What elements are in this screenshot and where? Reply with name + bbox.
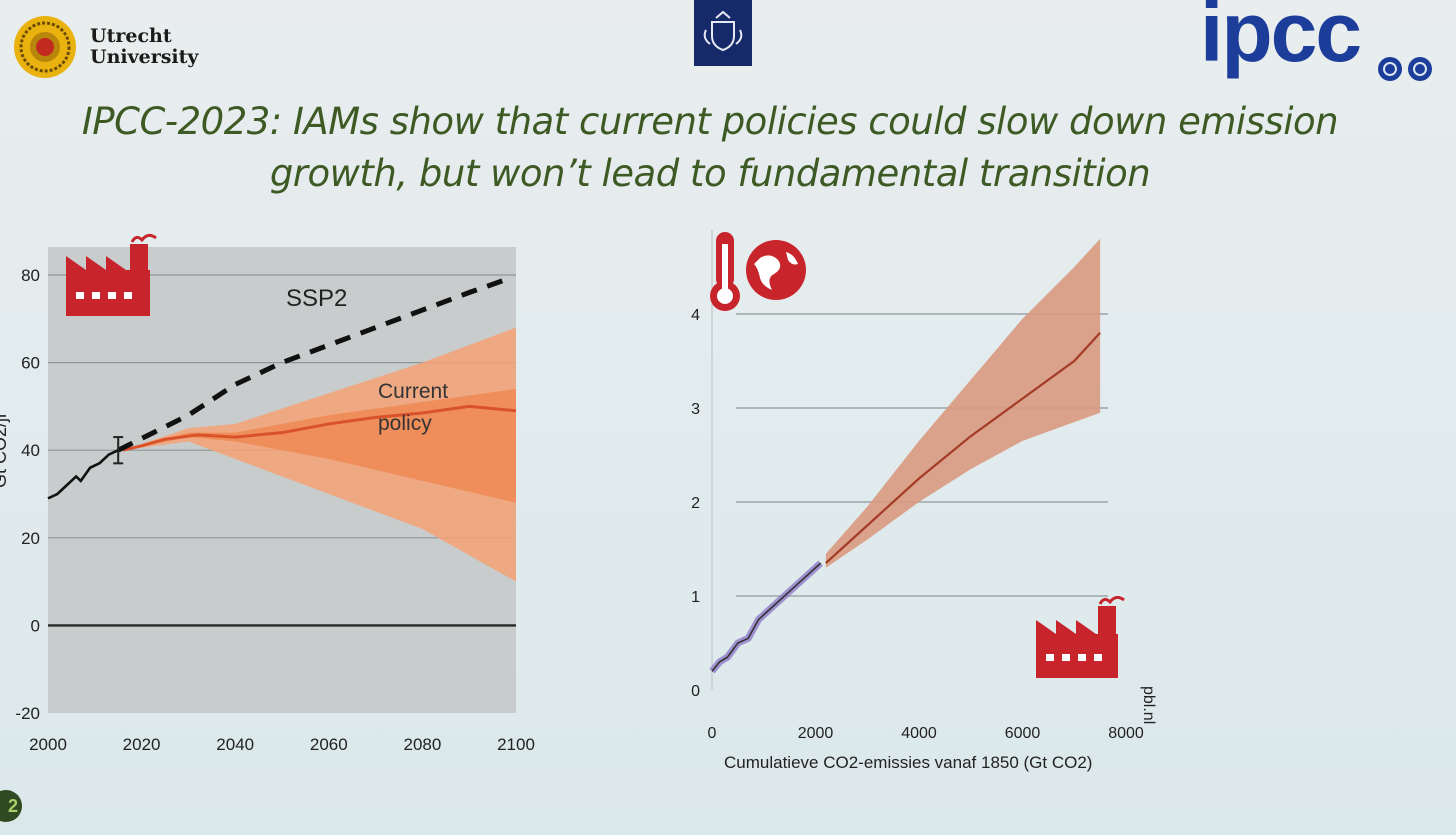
series-line-historical [47,449,119,500]
y-axis-label: Gt CO2/jr [0,412,10,488]
x-tick-label: 4000 [901,725,937,742]
y-tick-label: 2 [691,495,700,512]
source-label: pbl.nl [1140,686,1157,724]
x-tick-label: 2000 [798,725,834,742]
y-tick-label: 3 [691,401,700,418]
y-tick-label: 0 [31,616,40,635]
series-lines [709,332,1101,674]
thermometer-globe-icon [710,232,806,311]
slide-title: IPCC-2023: IAMs show that current polici… [81,100,1339,195]
x-tick-label: 2080 [403,735,441,754]
x-tick-label: 6000 [1005,725,1041,742]
band-inner [122,388,516,503]
y-tick-label: 4 [691,307,700,324]
page-number: 2 [0,790,22,822]
x-tick-label: 2100 [497,735,535,754]
tick-labels: 80 60 40 20 0 -20 2000 2020 2040 2060 2080 2100 [15,266,534,754]
ipcc-logo: ipcc [1198,0,1438,120]
y-tick-label: -20 [15,704,40,723]
tick-labels: 4 3 2 1 0 0 2000 4000 6000 8000 [691,307,1144,742]
y-tick-label: 0 [691,683,700,700]
series-label-ssp2: SSP2 [286,285,347,312]
y-tick-label: 1 [691,589,700,606]
series-line-projection [825,332,1101,564]
y-tick-label: 20 [21,529,40,548]
current-policy-label-line-2: policy [378,412,432,435]
x-tick-label: 8000 [1108,725,1144,742]
government-emblem-icon [694,0,752,66]
uncertainty-bands [122,327,516,582]
y-tick-label: 60 [21,354,40,373]
university-seal-icon [14,16,76,78]
un-badges-icon [1378,57,1432,81]
y-tick-label: 80 [21,266,40,285]
series-line-observed [711,562,822,672]
ipcc-wordmark: ipcc [1200,0,1362,79]
factory-icon [66,233,157,316]
x-tick-label: 2000 [29,735,67,754]
utrecht-university-logo: Utrecht University [12,14,222,80]
y-tick-label: 40 [21,441,40,460]
x-tick-label: 2020 [123,735,161,754]
series-label-current-policy: Current policy [378,380,454,435]
projection-plume [825,238,1101,568]
series-lines [47,277,517,500]
series-line-current-policy [122,404,517,452]
warming-chart: 4 3 2 1 0 0 2000 4000 6000 8000 Cumulatieve CO2-e… [691,230,1157,772]
university-name: Utrecht University [90,25,199,68]
factory-icon [1036,595,1125,678]
x-axis-label: Cumulatieve CO2-emissies vanaf 1850 (Gt … [724,753,1092,772]
plume [825,238,1101,568]
x-tick-label: 0 [708,725,717,742]
x-tick-label: 2040 [216,735,254,754]
emissions-chart: 80 60 40 20 0 -20 2000 2020 2040 2060 2080 2100 Gt … [0,233,535,754]
x-tick-label: 2060 [310,735,348,754]
current-policy-label-line-1: Current [378,380,448,403]
